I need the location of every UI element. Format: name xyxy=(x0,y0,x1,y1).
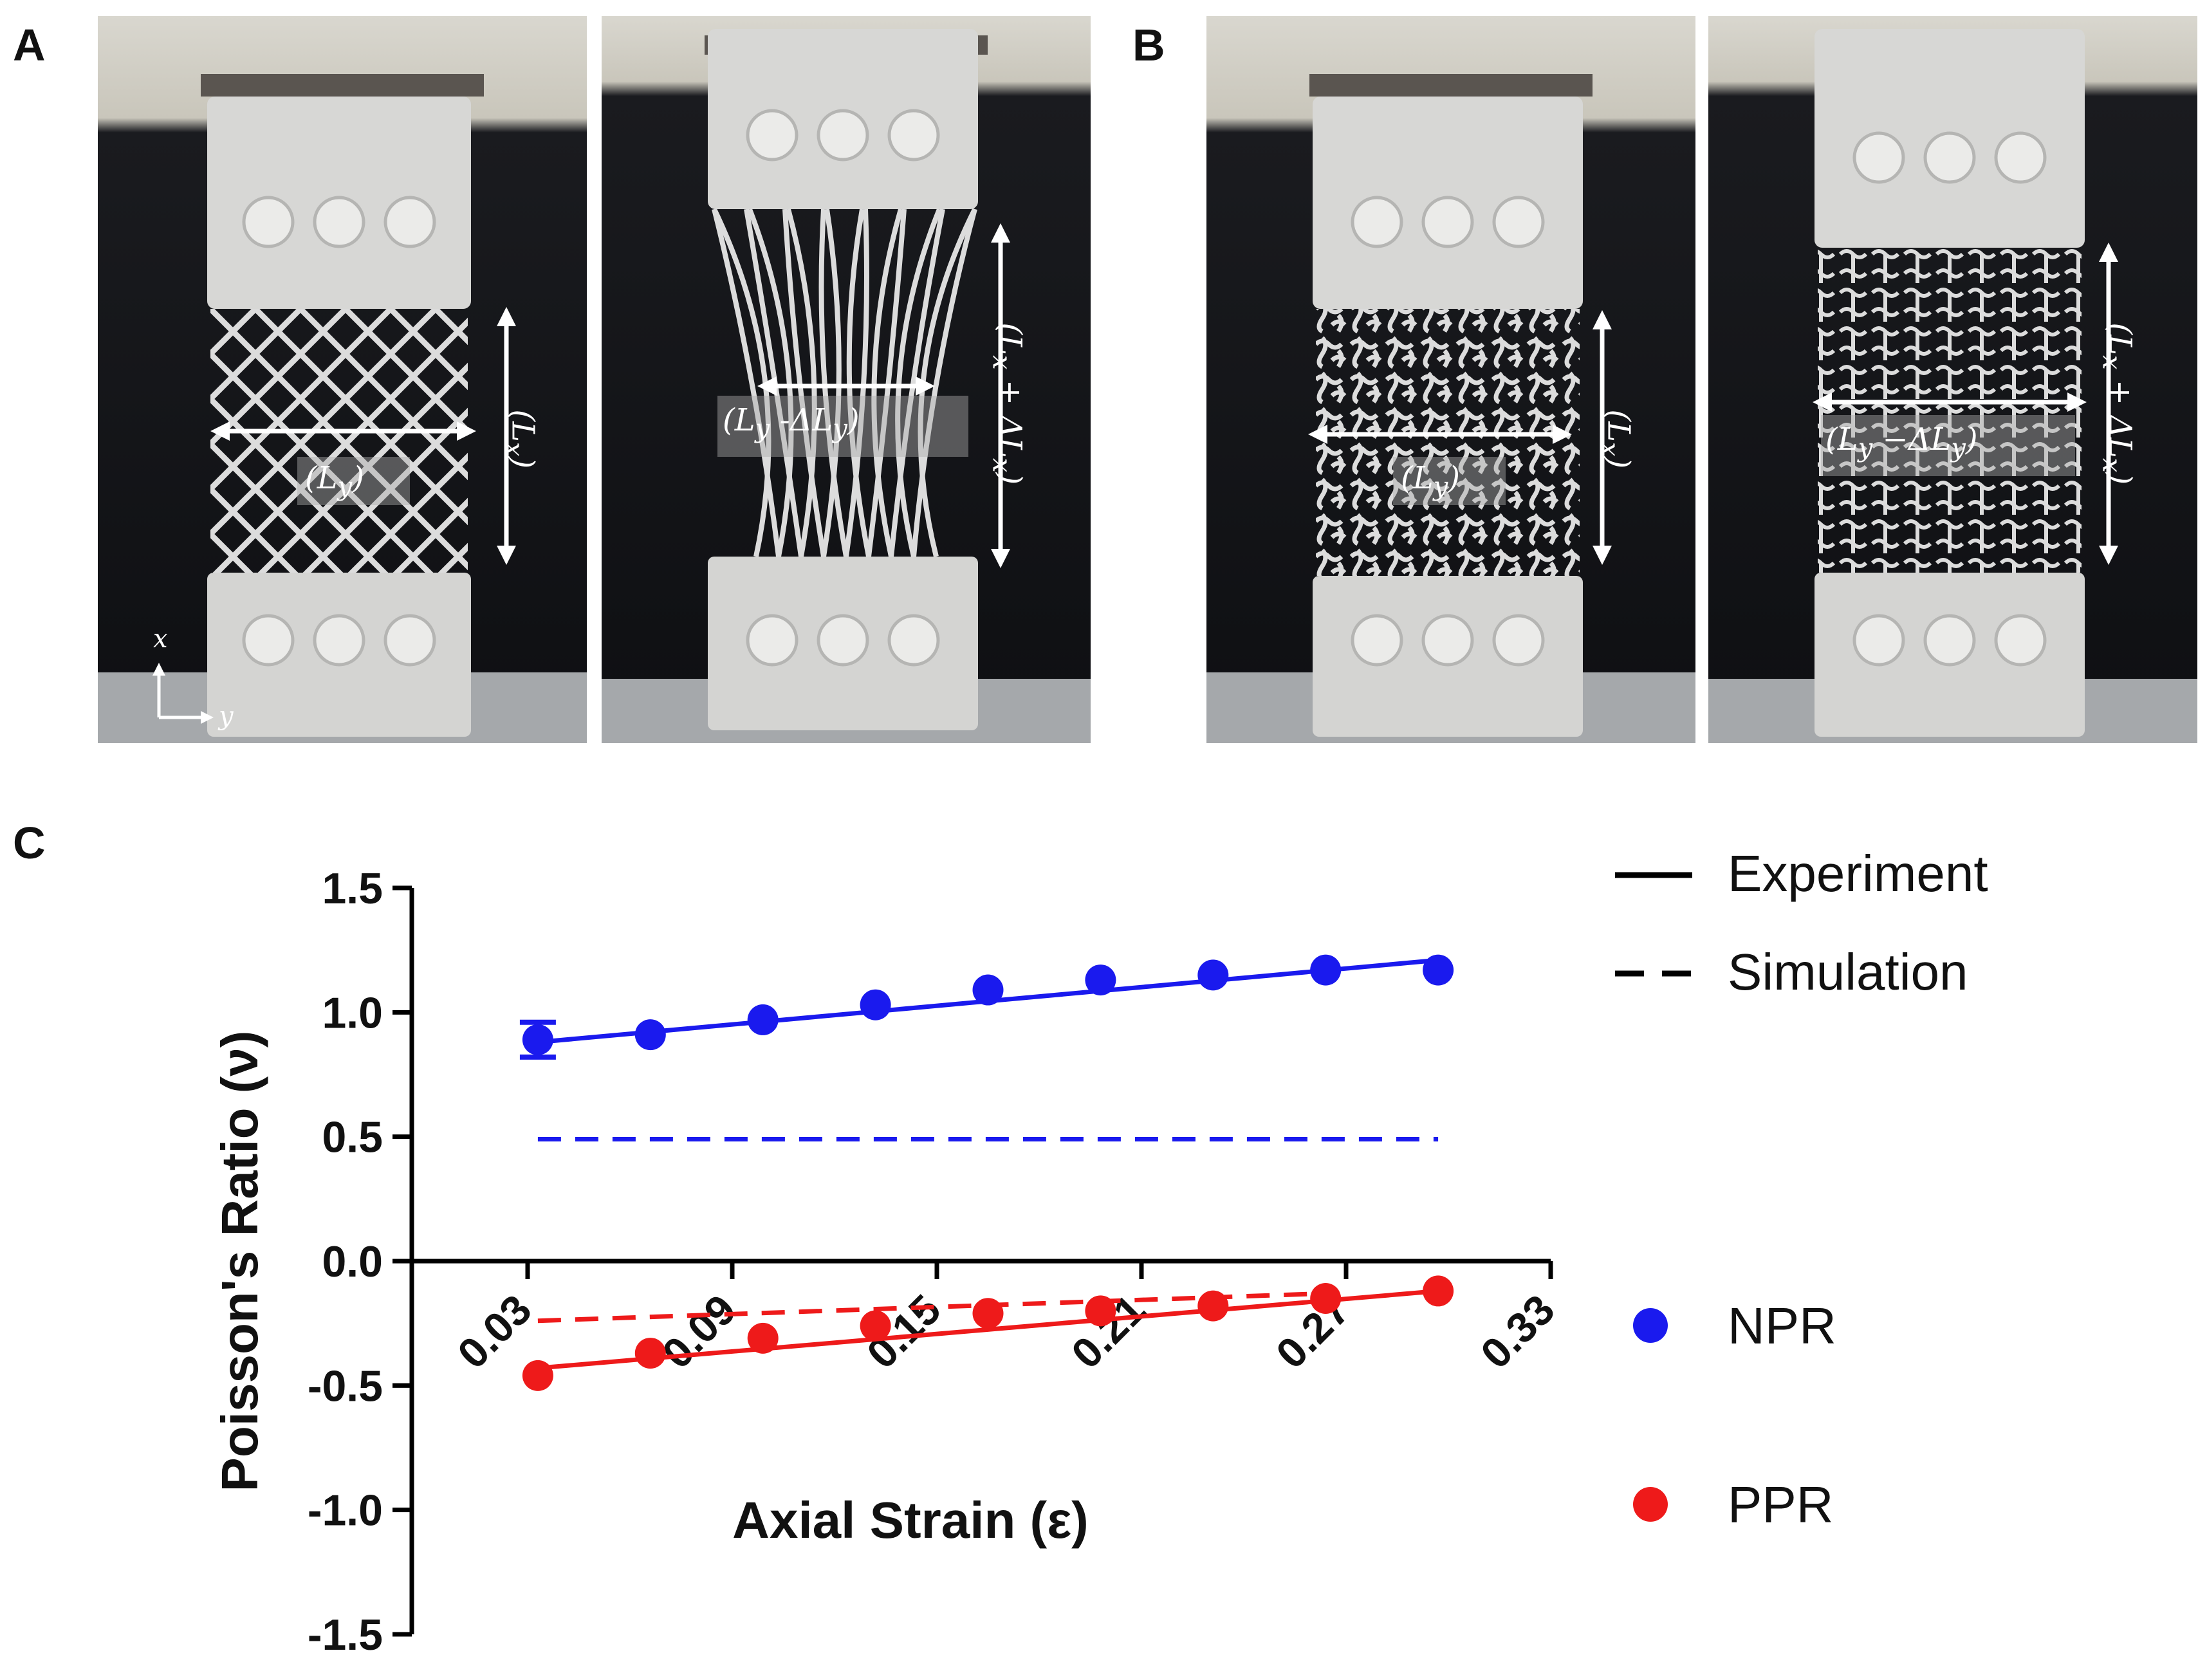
y-tick-label: -0.5 xyxy=(308,1362,383,1410)
fit-line-ppr xyxy=(537,1288,1439,1371)
simulation-line xyxy=(537,1291,1326,1324)
axis-label-x: x xyxy=(153,624,168,654)
data-point-npr xyxy=(1310,954,1342,986)
x-tick-label: 0.09 xyxy=(653,1286,745,1378)
legend-npr-marker xyxy=(1633,1308,1668,1343)
legend-ppr-marker xyxy=(1633,1487,1668,1522)
y-tick-label: 1.0 xyxy=(322,988,383,1037)
width-label-box xyxy=(1821,415,2075,476)
data-point-npr xyxy=(1423,954,1454,986)
data-point-npr xyxy=(972,974,1004,1006)
panel-label-b: B xyxy=(1132,20,1165,70)
length-label-b-rest: (Lx) xyxy=(1594,409,1637,469)
width-label-a-rest: (Ly) xyxy=(305,460,364,502)
legend-ppr-label: PPR xyxy=(1728,1476,1834,1533)
y-tick-label: 0.5 xyxy=(322,1113,383,1162)
width-label-box xyxy=(297,457,410,505)
y-axis-label: Poisson's Ratio (ν) xyxy=(211,1031,268,1492)
data-point-npr xyxy=(860,989,891,1020)
data-point-ppr xyxy=(972,1298,1004,1329)
chart-axes: 1.51.00.50.0-0.5-1.0-1.50.03 0.09 0.15 0.21… xyxy=(211,864,1564,1659)
panel-label-c: C xyxy=(13,818,46,868)
specimen-a-rest-drawing xyxy=(98,16,587,743)
data-point-npr xyxy=(1085,965,1116,996)
width-label-b-rest: (Ly) xyxy=(1401,460,1460,502)
data-point-ppr xyxy=(1423,1275,1454,1307)
y-tick-label: -1.0 xyxy=(308,1486,383,1535)
chart-legend: Experiment Simulation NPR PPR xyxy=(1615,845,1988,1533)
data-point-ppr xyxy=(634,1338,666,1369)
poisson-ratio-chart: 1.51.00.50.0-0.5-1.0-1.50.03 0.09 0.15 0.21… xyxy=(211,845,1988,1659)
width-label-box xyxy=(1393,457,1506,505)
chart-series xyxy=(519,954,1454,1391)
data-point-ppr xyxy=(522,1360,553,1391)
legend-experiment-label: Experiment xyxy=(1728,845,1988,902)
panel-label-a: A xyxy=(13,20,46,70)
specimen-a-stretched-drawing xyxy=(602,16,1091,743)
data-point-ppr xyxy=(860,1310,891,1342)
photo-a-rest: (Ly) (Lx) x y xyxy=(98,16,587,743)
data-point-npr xyxy=(1197,959,1229,991)
y-tick-label: -1.5 xyxy=(308,1611,383,1659)
data-point-npr xyxy=(747,1004,779,1035)
x-tick-label: 0.33 xyxy=(1472,1286,1564,1378)
specimen-b-rest-drawing xyxy=(1206,16,1695,743)
y-tick-label: 0.0 xyxy=(322,1237,383,1286)
length-label-a-stretched: (Lx + ΔLx) xyxy=(986,322,1029,485)
data-point-ppr xyxy=(747,1322,779,1354)
width-label-b-stretched: (Ly −ΔLy) xyxy=(1825,421,1978,463)
x-tick-label: 0.03 xyxy=(448,1286,540,1378)
legend-simulation-label: Simulation xyxy=(1728,943,1968,1001)
axis-label-y: y xyxy=(219,701,234,731)
legend-npr-label: NPR xyxy=(1728,1297,1836,1354)
data-point-npr xyxy=(522,1024,553,1055)
length-label-a-rest: (Lx) xyxy=(499,409,541,469)
specimen-b-stretched-drawing xyxy=(1708,16,2197,743)
photo-b-stretched: (Ly −ΔLy) (Lx + ΔLx) xyxy=(1708,16,2197,743)
width-label-box xyxy=(717,396,968,457)
length-label-b-stretched: (Lx + ΔLx) xyxy=(2096,322,2139,485)
data-point-ppr xyxy=(1310,1283,1342,1314)
y-tick-label: 1.5 xyxy=(322,864,383,913)
width-label-a-stretched: (Ly -ΔLy) xyxy=(723,402,860,444)
data-point-npr xyxy=(634,1019,666,1051)
photo-b-rest: (Ly) (Lx) xyxy=(1206,16,1695,743)
photo-a-stretched: (Ly -ΔLy) (Lx + ΔLx) xyxy=(602,16,1091,743)
x-axis-label: Axial Strain (ε) xyxy=(732,1491,1089,1549)
